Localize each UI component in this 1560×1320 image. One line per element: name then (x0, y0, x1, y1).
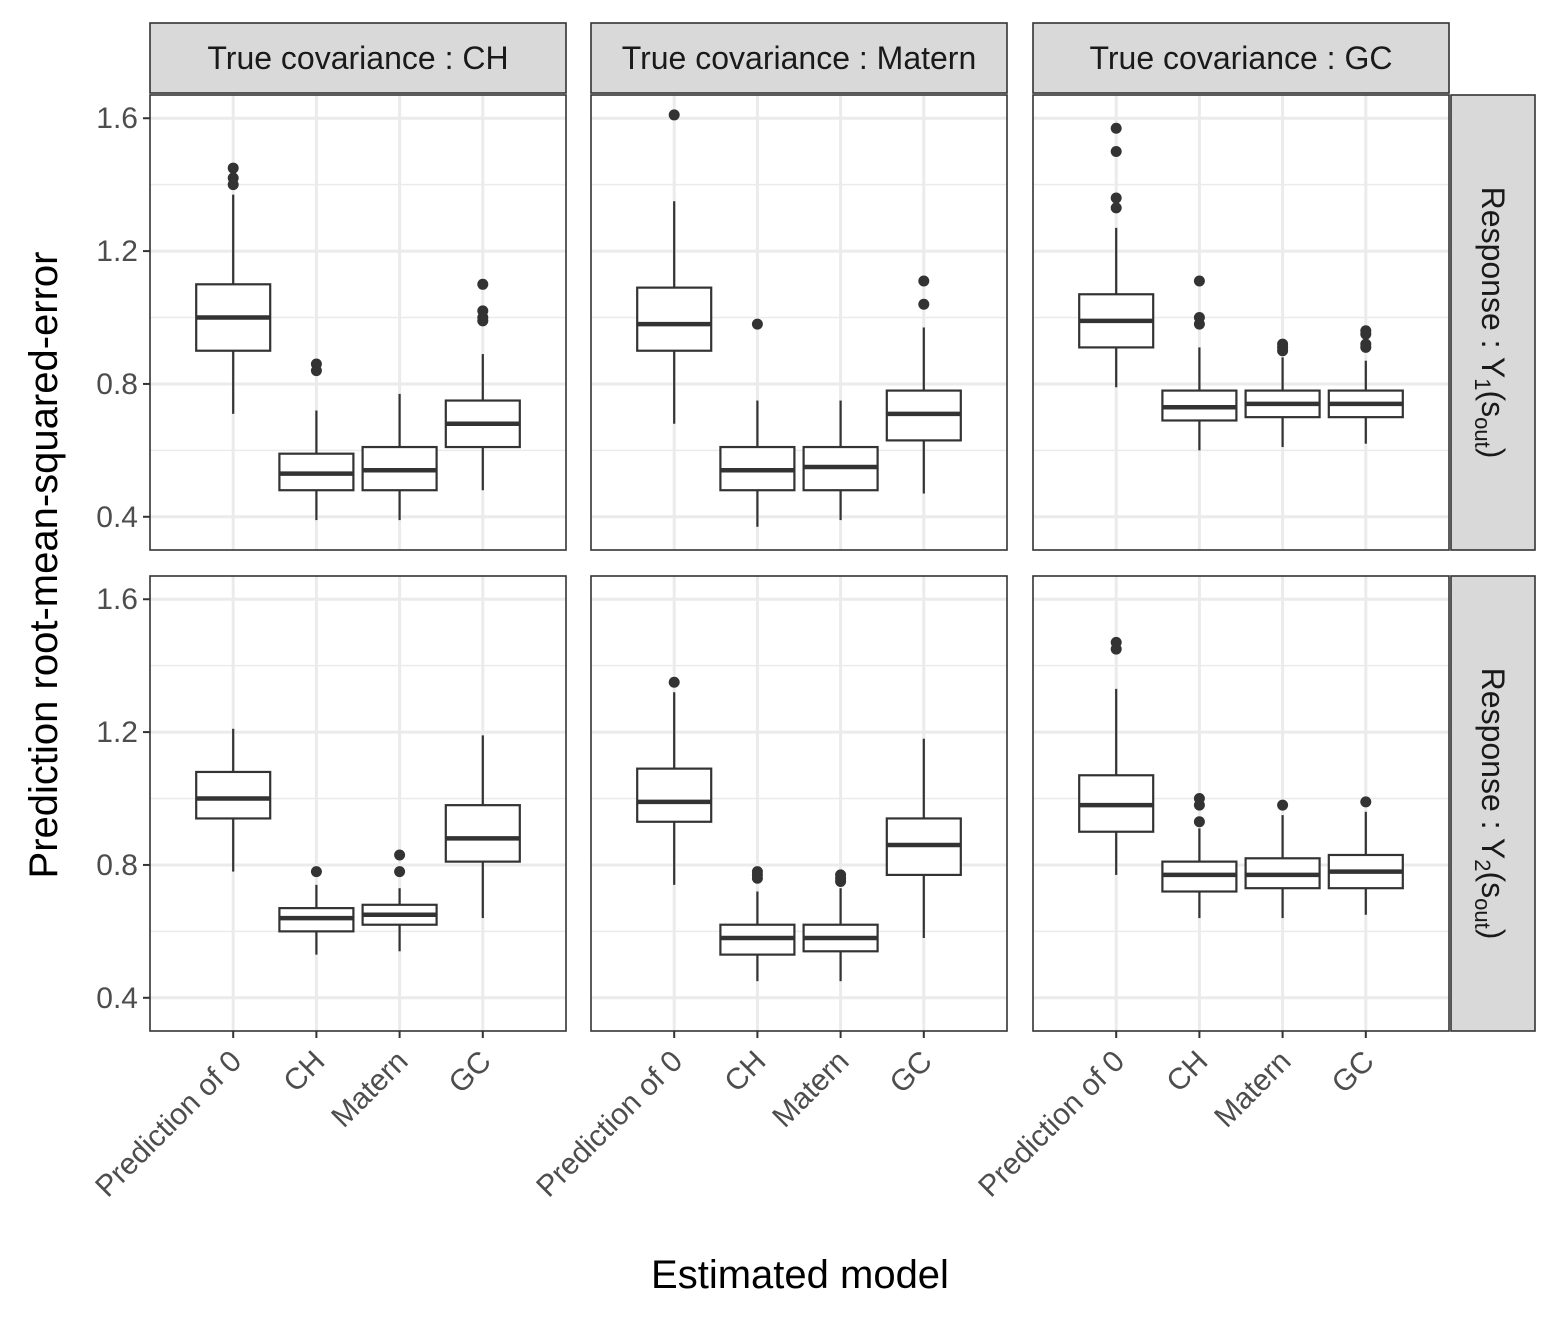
outlier-point (1193, 816, 1205, 828)
outlier-point (1110, 145, 1122, 157)
box-gc (1327, 325, 1404, 444)
outlier-point (1360, 338, 1372, 350)
outlier-point (668, 676, 680, 688)
panel-r1-c3 (1032, 94, 1450, 551)
row-strip-1: Response : Y1(sout) (1450, 94, 1536, 551)
column-strip-label: True covariance : GC (1090, 40, 1393, 76)
box-gc (885, 738, 962, 939)
x-axis-title: Estimated model (651, 1253, 949, 1297)
panel-r1-c1 (149, 94, 567, 551)
row-strip-background (1450, 94, 1536, 551)
outlier-point (227, 172, 239, 184)
panel-border (1032, 94, 1450, 551)
box-gc (1327, 796, 1404, 915)
outlier-point (1277, 799, 1289, 811)
outlier-point (1193, 275, 1205, 287)
outlier-point (310, 358, 322, 370)
box-prediction-of-0 (636, 109, 713, 424)
box-matern (1244, 799, 1321, 919)
box-gc (885, 275, 962, 494)
panel-border (1032, 575, 1450, 1032)
outlier-point (394, 866, 406, 878)
box-iqr (636, 767, 713, 823)
column-strip-background (149, 22, 567, 94)
outlier-point (1277, 338, 1289, 350)
row-strip-label: Response : Y2(sout) (1470, 668, 1511, 940)
panel-border (590, 575, 1008, 1032)
box-prediction-of-0 (636, 676, 713, 885)
box-prediction-of-0 (195, 728, 272, 872)
outlier-point (1110, 122, 1122, 134)
outlier-point (1193, 793, 1205, 805)
panel-r2-c2 (590, 575, 1008, 1032)
box-ch (719, 318, 796, 527)
panel-border (149, 94, 567, 551)
box-matern (361, 393, 438, 521)
box-prediction-of-0 (1078, 122, 1155, 388)
panel-r1-c2 (590, 94, 1008, 551)
panel-border (590, 94, 1008, 551)
y-tick-label: 1.2 (96, 716, 138, 749)
outlier-point (310, 866, 322, 878)
outlier-point (477, 278, 489, 290)
y-tick-label: 1.6 (96, 102, 138, 135)
outlier-point (751, 866, 763, 878)
box-ch (278, 866, 355, 955)
outlier-point (1110, 202, 1122, 214)
box-prediction-of-0 (195, 162, 272, 414)
panel-r2-c1 (149, 575, 567, 1032)
outlier-point (1110, 636, 1122, 648)
y-tick-label: 0.4 (96, 501, 138, 534)
box-gc (444, 278, 521, 491)
column-strip-1: True covariance : CH (149, 22, 567, 94)
outlier-point (1360, 325, 1372, 337)
column-strip-label: True covariance : CH (207, 40, 508, 76)
panel-border (149, 575, 567, 1032)
outlier-point (918, 275, 930, 287)
outlier-point (668, 109, 680, 121)
column-strip-label: True covariance : Matern (622, 40, 977, 76)
outlier-point (477, 305, 489, 317)
box-gc (444, 735, 521, 919)
box-matern (1244, 338, 1321, 448)
box-prediction-of-0 (1078, 636, 1155, 875)
y-tick-label: 1.2 (96, 235, 138, 268)
column-strip-2: True covariance : Matern (590, 22, 1008, 94)
row-strip-2: Response : Y2(sout) (1450, 575, 1536, 1032)
row-strip-background (1450, 575, 1536, 1032)
panel-r2-c3 (1032, 575, 1450, 1032)
box-ch (1161, 275, 1238, 451)
box-ch (1161, 793, 1238, 919)
column-strip-3: True covariance : GC (1032, 22, 1450, 94)
strips-layer: True covariance : CH True covariance : Ma… (149, 22, 1536, 1032)
y-tick-label: 0.8 (96, 368, 138, 401)
box-matern (802, 869, 879, 982)
column-strip-background (590, 22, 1008, 94)
box-matern (361, 849, 438, 952)
row-strip-label: Response : Y1(sout) (1470, 187, 1511, 459)
outlier-point (835, 869, 847, 881)
column-strip-background (1032, 22, 1450, 94)
panels-layer (149, 94, 1450, 1032)
y-axis-title: Prediction root-mean-squared-error (22, 252, 66, 879)
box-matern (802, 400, 879, 521)
outlier-point (918, 298, 930, 310)
outlier-point (394, 849, 406, 861)
outlier-point (751, 318, 763, 330)
y-axis-row-2: 0.4 0.8 1.2 1.6 (96, 583, 150, 1015)
y-tick-label: 1.6 (96, 583, 138, 616)
box-ch (278, 358, 355, 521)
box-iqr (195, 770, 272, 820)
box-iqr (444, 804, 521, 863)
box-iqr (636, 286, 713, 352)
y-tick-label: 0.8 (96, 849, 138, 882)
y-tick-label: 0.4 (96, 982, 138, 1015)
outlier-point (1110, 192, 1122, 204)
y-axis-row-1: 0.4 0.8 1.2 1.6 (96, 102, 150, 534)
outlier-point (227, 162, 239, 174)
outlier-point (1193, 312, 1205, 324)
box-ch (719, 866, 796, 982)
outlier-point (1360, 796, 1372, 808)
